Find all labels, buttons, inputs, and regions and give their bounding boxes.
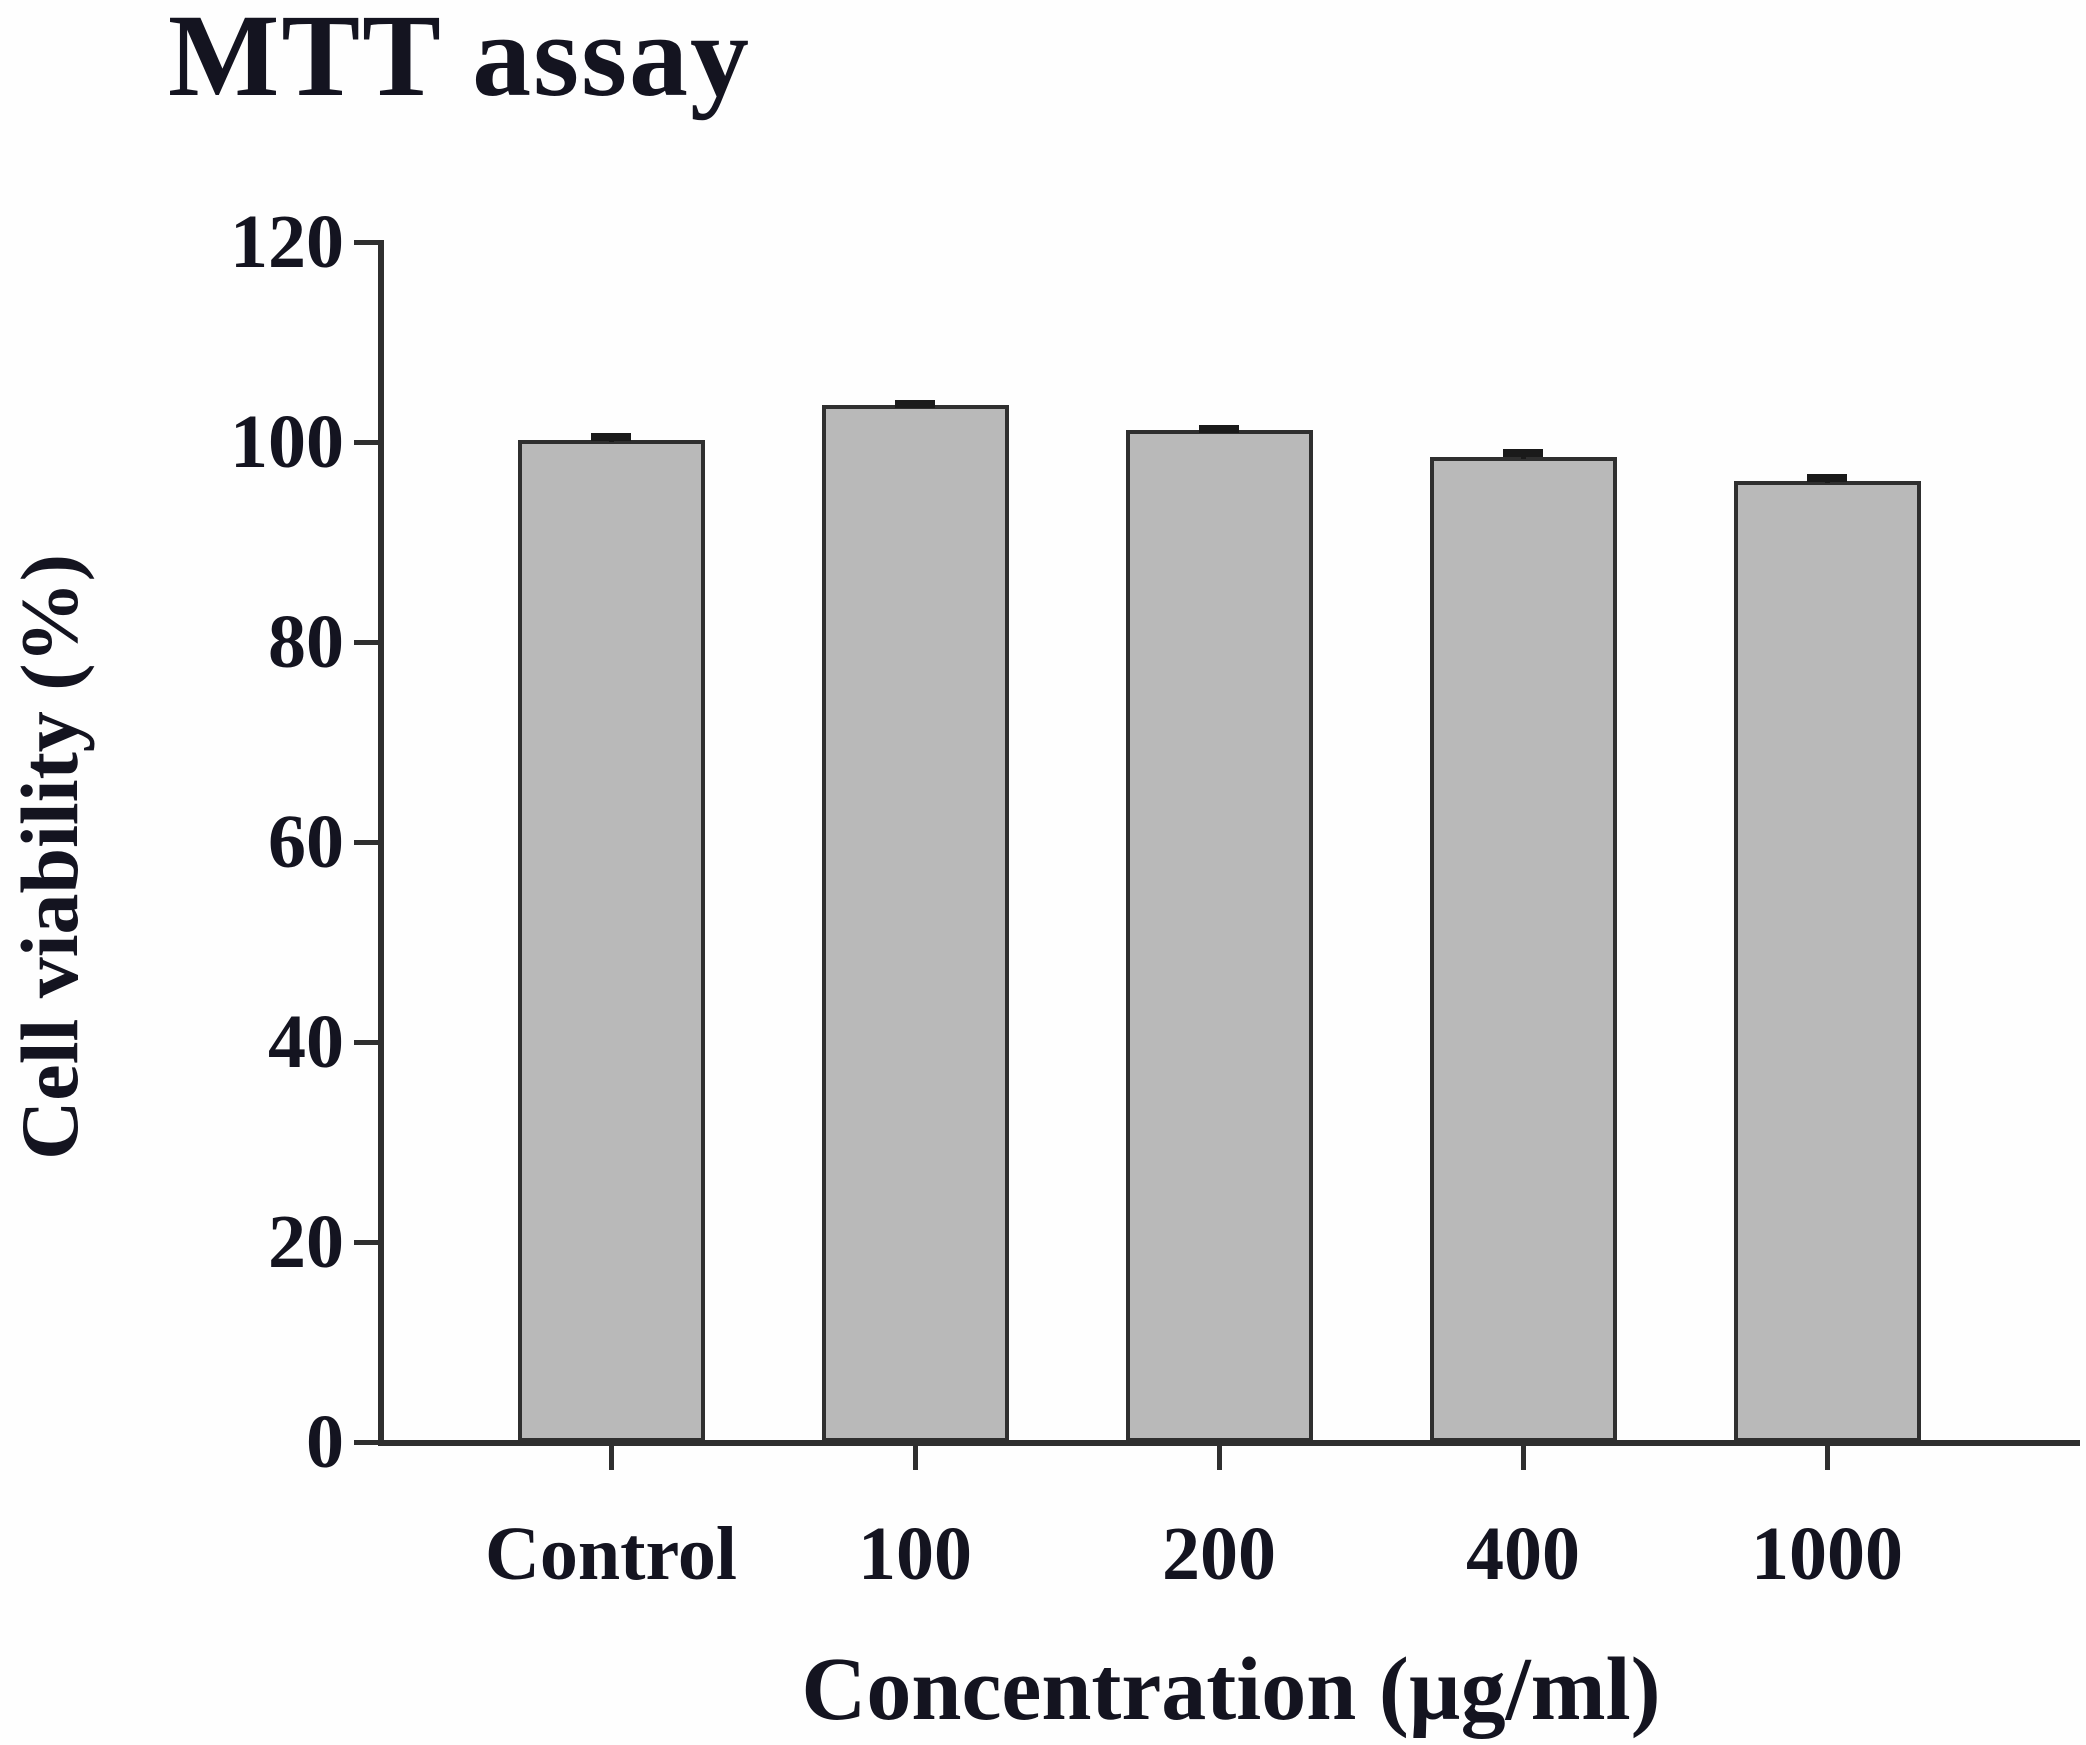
x-tick-mark xyxy=(912,1446,918,1470)
y-tick-label: 80 xyxy=(268,600,344,684)
bar xyxy=(1733,481,1921,1442)
x-axis-title: Concentration (µg/ml) xyxy=(801,1640,1661,1739)
y-tick-label: 20 xyxy=(268,1200,344,1284)
y-tick-mark xyxy=(354,839,378,845)
y-tick-label: 100 xyxy=(230,400,344,484)
y-axis-line xyxy=(378,240,384,1446)
y-tick-label: 40 xyxy=(268,1000,344,1084)
error-bar-cap xyxy=(895,400,935,408)
error-bar-cap xyxy=(591,433,631,441)
y-tick-mark xyxy=(354,1439,378,1445)
y-tick-label: 120 xyxy=(230,200,344,284)
error-bar-cap xyxy=(1199,425,1239,433)
y-tick-label: 0 xyxy=(306,1400,344,1484)
x-tick-mark xyxy=(1824,1446,1830,1470)
y-tick-mark xyxy=(354,1239,378,1245)
bar xyxy=(1125,430,1313,1442)
x-category-label: 100 xyxy=(858,1512,972,1596)
bar xyxy=(517,440,705,1442)
x-category-label: 400 xyxy=(1466,1512,1580,1596)
bar xyxy=(1429,457,1617,1442)
x-tick-mark xyxy=(608,1446,614,1470)
error-bar-cap xyxy=(1503,449,1543,457)
y-axis-title: Cell viability (%) xyxy=(4,554,95,1160)
y-tick-mark xyxy=(354,439,378,445)
x-category-label: 200 xyxy=(1162,1512,1276,1596)
y-tick-label: 60 xyxy=(268,800,344,884)
bar xyxy=(821,405,1009,1442)
x-tick-mark xyxy=(1520,1446,1526,1470)
y-tick-mark xyxy=(354,1039,378,1045)
x-axis-line xyxy=(378,1440,2080,1446)
x-tick-mark xyxy=(1216,1446,1222,1470)
y-tick-mark xyxy=(354,239,378,245)
chart-title: MTT assay xyxy=(168,0,751,121)
y-tick-mark xyxy=(354,639,378,645)
x-category-label: 1000 xyxy=(1751,1512,1903,1596)
error-bar-cap xyxy=(1807,474,1847,482)
x-category-label: Control xyxy=(485,1512,737,1596)
